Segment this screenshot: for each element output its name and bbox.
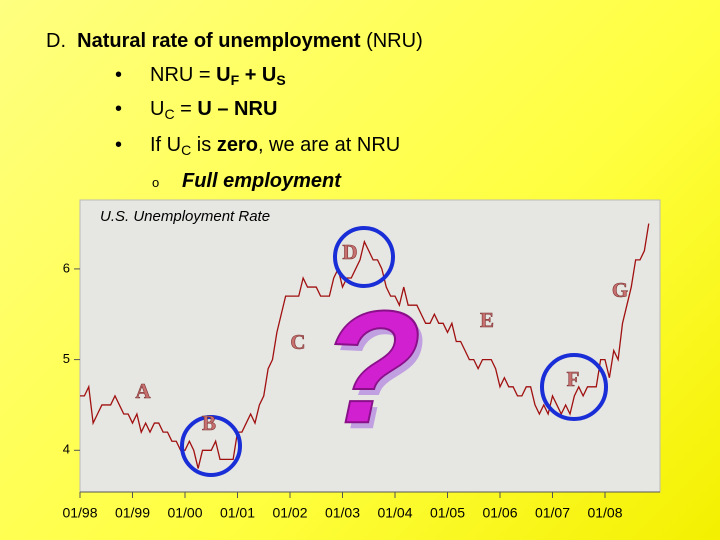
subscript: C: [164, 106, 175, 122]
text: U: [216, 64, 231, 86]
annotation: D: [342, 240, 357, 264]
text: , we are at NRU: [257, 134, 401, 156]
x-tick-label: 01/00: [167, 505, 202, 521]
text: is: [191, 134, 217, 156]
heading: D. Natural rate of unemployment (NRU): [46, 30, 423, 53]
annotation: E: [480, 308, 494, 332]
highlight-circle: [180, 415, 242, 477]
subscript: C: [181, 142, 192, 158]
text: zero: [216, 134, 258, 156]
text: NRU =: [150, 64, 217, 86]
annotation: F: [567, 367, 580, 391]
text: + U: [239, 64, 277, 86]
y-tick-label: 6: [63, 260, 70, 275]
bullet-symbol: o: [152, 175, 160, 190]
heading-bold: Natural rate of unemployment: [77, 30, 361, 52]
highlight-circle: [333, 226, 395, 288]
x-tick-label: 01/05: [430, 505, 465, 521]
data-line: [80, 223, 650, 469]
x-tick-label: 01/01: [220, 505, 255, 521]
x-tick-label: 01/03: [325, 505, 360, 521]
sub-bullet: o Full employment: [152, 170, 341, 193]
heading-label: D.: [46, 30, 66, 52]
highlight-circle: [540, 353, 608, 421]
text: If U: [150, 134, 182, 156]
x-tick-label: 01/99: [115, 505, 150, 521]
x-tick-label: 01/08: [587, 505, 622, 521]
annotation: B: [202, 411, 216, 435]
x-tick-label: 01/06: [482, 505, 517, 521]
annotation: A: [135, 379, 151, 403]
bullet-symbol: •: [115, 64, 123, 86]
bullet: • If UC is zero, we are at NRU: [115, 134, 400, 158]
heading-rest: (NRU): [366, 30, 423, 52]
y-tick-label: 5: [63, 351, 70, 366]
text: U – NRU: [197, 98, 278, 120]
bullet: • NRU = UF + US: [115, 64, 286, 88]
annotation: C: [290, 330, 305, 354]
bullet-symbol: •: [115, 98, 123, 120]
x-tick-label: 01/02: [272, 505, 307, 521]
subscript: S: [276, 72, 286, 88]
chart-title: U.S. Unemployment Rate: [100, 208, 270, 225]
subscript: F: [230, 72, 240, 88]
text: =: [174, 98, 198, 120]
bullet-symbol: •: [115, 134, 123, 156]
x-tick-label: 01/07: [535, 505, 570, 521]
y-tick-label: 4: [63, 442, 70, 457]
text: Full employment: [182, 170, 341, 192]
x-tick-label: 01/04: [377, 505, 412, 521]
x-tick-label: 01/98: [62, 505, 97, 521]
text: U: [150, 98, 165, 120]
bullet: • UC = U – NRU: [115, 98, 277, 122]
annotation: G: [612, 278, 628, 302]
